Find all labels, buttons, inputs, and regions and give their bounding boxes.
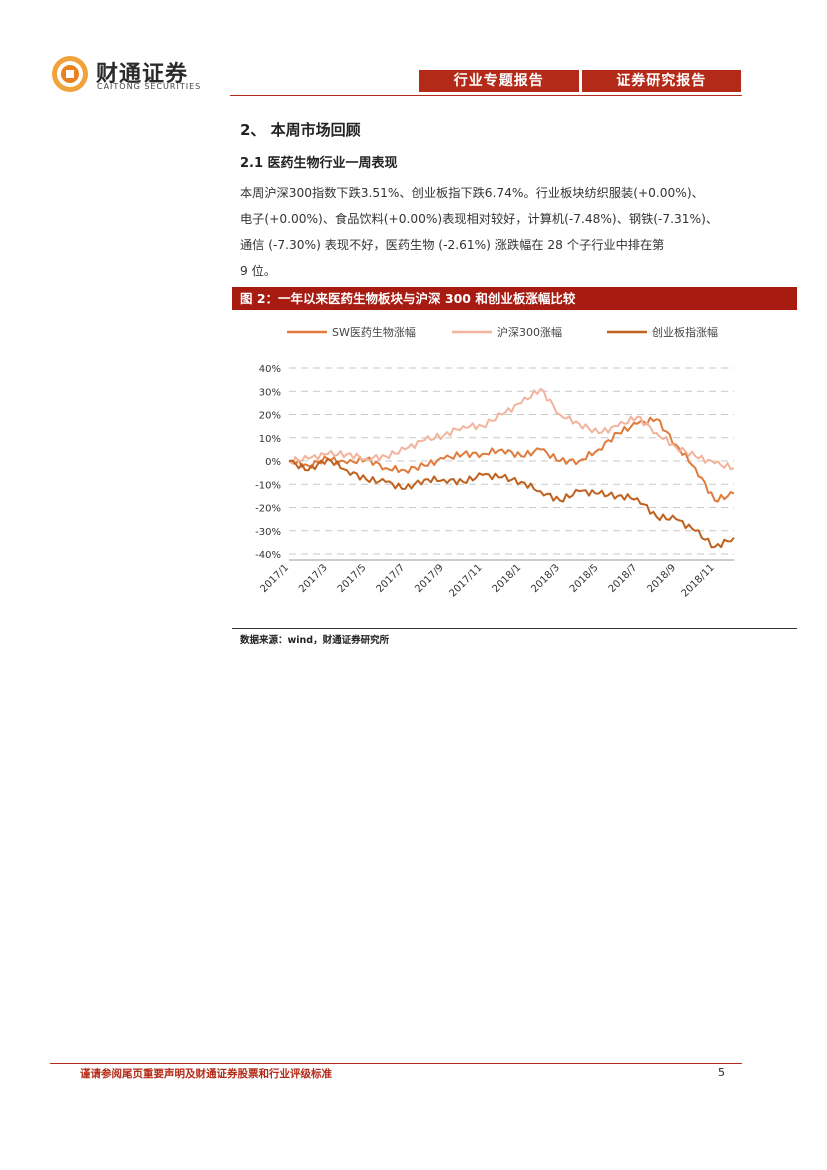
figure-bottom-rule	[232, 628, 797, 629]
x-tick-label: 2017/1	[258, 562, 291, 595]
market-review-paragraph: 本周沪深300指数下跌3.51%、创业板指下跌6.74%。行业板块纺织服装(+0…	[240, 180, 760, 284]
y-tick-label: 20%	[259, 411, 281, 422]
header-divider	[230, 95, 742, 96]
caitong-logo-icon	[52, 56, 88, 92]
x-tick-label: 2018/5	[568, 562, 601, 595]
x-tick-label: 2018/11	[680, 562, 717, 599]
legend-label: 创业板指涨幅	[652, 325, 718, 339]
x-tick-label: 2017/11	[447, 562, 484, 599]
x-tick-label: 2018/9	[645, 562, 678, 595]
report-category-tag: 证券研究报告	[581, 70, 741, 92]
x-tick-label: 2017/7	[375, 562, 408, 595]
y-tick-label: 30%	[259, 387, 281, 398]
y-tick-label: -10%	[255, 480, 281, 491]
paragraph-line: 通信 (-7.30%) 表现不好，医药生物 (-2.61%) 涨跌幅在 28 个…	[240, 238, 665, 252]
y-tick-label: 40%	[259, 364, 281, 375]
series-line	[288, 457, 735, 549]
x-tick-label: 2017/9	[413, 562, 446, 595]
logo-chinese-name: 财通证券	[96, 62, 189, 87]
page-number: 5	[718, 1066, 725, 1079]
y-tick-label: -30%	[255, 527, 281, 538]
logo-english-name: CAITONG SECURITIES	[97, 82, 202, 91]
legend-label: 沪深300涨幅	[497, 325, 562, 339]
footer-disclaimer: 谨请参阅尾页重要声明及财通证券股票和行业评级标准	[80, 1068, 332, 1080]
y-tick-label: 0%	[265, 457, 281, 468]
x-tick-label: 2017/3	[297, 562, 330, 595]
header-tags: 行业专题报告 证券研究报告	[419, 70, 741, 92]
figure-title: 图 2：一年以来医药生物板块与沪深 300 和创业板涨幅比较	[232, 287, 797, 310]
performance-line-chart: 40%30%20%10%0%-10%-20%-30%-40%2017/1 2017…	[255, 325, 735, 599]
subsection-heading: 2.1 医药生物行业一周表现	[240, 156, 398, 171]
x-tick-label: 2018/1	[491, 562, 524, 595]
y-tick-label: -20%	[255, 504, 281, 515]
x-tick-label: 2017/5	[336, 562, 369, 595]
x-tick-label: 2018/7	[607, 562, 640, 595]
paragraph-line: 本周沪深300指数下跌3.51%、创业板指下跌6.74%。行业板块纺织服装(+0…	[240, 186, 704, 200]
y-tick-label: -40%	[255, 550, 281, 561]
y-tick-label: 10%	[259, 434, 281, 445]
report-type-tag: 行业专题报告	[419, 70, 579, 92]
paragraph-line: 电子(+0.00%)、食品饮料(+0.00%)表现相对较好，计算机(-7.48%…	[240, 212, 719, 226]
footer-divider	[50, 1063, 742, 1064]
paragraph-line: 9 位。	[240, 264, 277, 278]
legend-label: SW医药生物涨幅	[332, 325, 416, 339]
section-heading: 2、 本周市场回顾	[240, 121, 361, 139]
series-line	[288, 416, 735, 503]
series-line	[288, 387, 735, 471]
x-tick-label: 2018/3	[529, 562, 562, 595]
company-logo: 财通证券 CAITONG SECURITIES	[50, 54, 230, 94]
data-source: 数据来源：wind，财通证券研究所	[240, 635, 390, 646]
